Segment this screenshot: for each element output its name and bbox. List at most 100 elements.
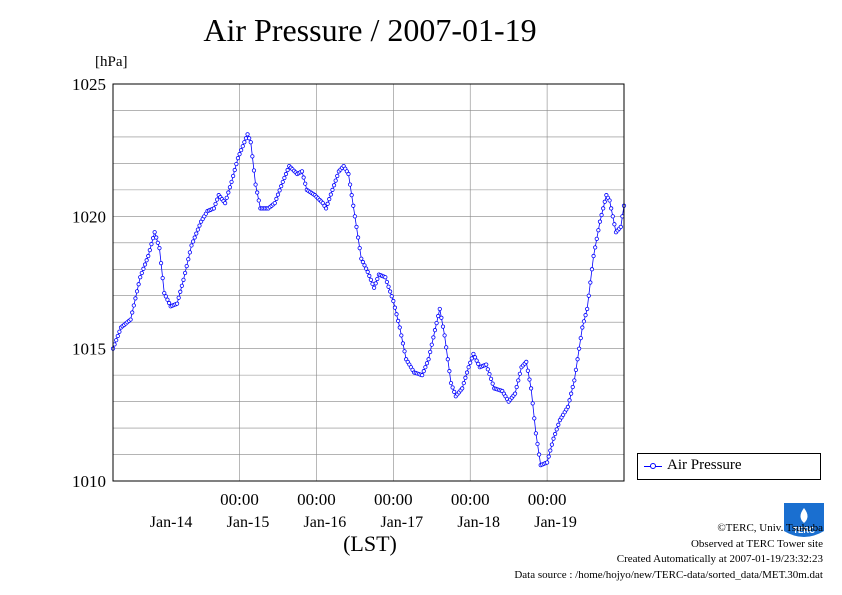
- data-point: [512, 391, 518, 396]
- copyright-line: ©TERC, Univ. Tsukuba: [717, 522, 823, 534]
- data-point: [570, 384, 575, 390]
- x-tick-label: 00:00: [220, 490, 259, 509]
- data-point: [565, 404, 571, 409]
- data-point: [163, 294, 168, 299]
- data-point: [187, 250, 192, 255]
- data-point: [392, 305, 398, 310]
- data-point: [114, 338, 119, 343]
- y-tick-label: 1015: [72, 340, 106, 359]
- data-point: [136, 282, 141, 287]
- data-point: [355, 235, 361, 240]
- data-point: [131, 303, 136, 308]
- source-line: Data source : /home/hojyo/new/TERC-data/…: [514, 568, 823, 581]
- x-date-label: Jan-15: [227, 514, 270, 531]
- data-point: [596, 228, 601, 233]
- data-point: [368, 277, 373, 282]
- data-point: [283, 171, 289, 177]
- data-point: [420, 373, 425, 378]
- data-point: [184, 263, 189, 269]
- data-point: [532, 416, 537, 421]
- data-point: [155, 240, 160, 245]
- data-point: [524, 359, 529, 364]
- data-point: [328, 192, 333, 197]
- data-point: [195, 227, 200, 232]
- data-point: [240, 144, 245, 149]
- data-point: [567, 398, 572, 403]
- data-point: [581, 319, 587, 324]
- data-point: [160, 275, 165, 281]
- data-point: [224, 195, 229, 200]
- data-point: [386, 284, 391, 289]
- data-point: [282, 175, 287, 181]
- data-point: [490, 381, 495, 386]
- data-point: [211, 206, 217, 211]
- data-point: [548, 448, 553, 453]
- data-point: [158, 260, 164, 266]
- water-drop-icon: [800, 508, 808, 523]
- data-point: [428, 349, 433, 355]
- data-point: [593, 245, 598, 250]
- data-point: [157, 245, 162, 251]
- data-point: [400, 341, 406, 346]
- data-point: [176, 295, 181, 300]
- data-point: [402, 349, 407, 354]
- data-point: [440, 324, 446, 329]
- data-point: [577, 346, 582, 351]
- data-point: [434, 320, 439, 326]
- data-point: [439, 315, 444, 320]
- data-point: [583, 313, 588, 318]
- data-point: [397, 325, 402, 330]
- data-point: [248, 140, 253, 145]
- data-point: [280, 179, 285, 185]
- data-point: [181, 277, 186, 282]
- data-point: [580, 325, 585, 330]
- data-point: [351, 203, 356, 208]
- data-point: [144, 258, 149, 263]
- legend-marker: [650, 463, 656, 469]
- y-tick-label: 1020: [72, 207, 106, 226]
- data-point: [352, 214, 357, 219]
- data-point: [346, 171, 351, 177]
- data-point: [525, 368, 530, 373]
- data-point: [602, 199, 607, 204]
- data-point: [609, 206, 614, 211]
- data-point: [450, 385, 455, 390]
- data-point: [363, 266, 369, 271]
- data-point: [432, 328, 438, 333]
- data-point: [130, 310, 135, 315]
- data-point: [530, 401, 535, 406]
- data-point: [527, 377, 532, 382]
- data-point: [578, 335, 583, 341]
- data-point: [372, 285, 377, 290]
- data-point: [367, 273, 372, 278]
- data-point: [174, 301, 180, 306]
- data-point: [463, 375, 468, 380]
- data-point: [423, 365, 428, 370]
- data-point: [247, 136, 252, 141]
- data-point: [472, 355, 478, 360]
- data-point: [234, 161, 239, 167]
- data-point: [474, 358, 479, 363]
- data-point: [445, 357, 450, 362]
- y-tick-label: 1010: [72, 472, 106, 491]
- data-point: [394, 312, 399, 317]
- data-point: [607, 198, 612, 203]
- data-point: [447, 369, 452, 374]
- data-point: [485, 367, 490, 372]
- data-point: [594, 236, 599, 241]
- data-point: [535, 441, 540, 447]
- data-point: [325, 201, 330, 206]
- data-point: [194, 231, 199, 236]
- data-point: [396, 318, 401, 323]
- data-point: [134, 289, 140, 294]
- data-point: [141, 266, 146, 271]
- data-point: [612, 222, 617, 227]
- data-point: [229, 179, 234, 185]
- data-point: [189, 243, 194, 248]
- data-point: [330, 187, 335, 192]
- data-point: [360, 259, 365, 265]
- data-point: [436, 313, 441, 319]
- data-point: [279, 184, 284, 189]
- data-point: [285, 167, 290, 173]
- data-point: [533, 431, 539, 436]
